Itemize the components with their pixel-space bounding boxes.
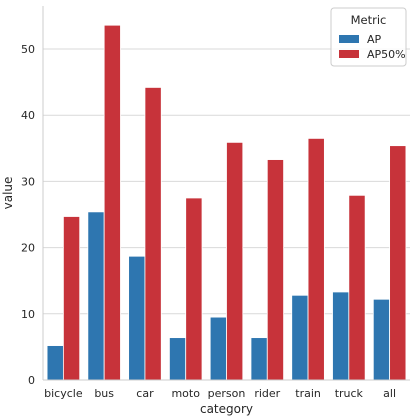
bar-ap50-bicycle: [62, 216, 81, 381]
y-tick-label: 50: [21, 43, 35, 56]
y-axis-title: value: [1, 177, 15, 210]
bar-ap-car: [128, 255, 146, 381]
legend-label: AP: [367, 33, 382, 46]
x-axis-title: category: [200, 402, 253, 416]
axes: [42, 6, 410, 381]
legend-title: Metric: [351, 13, 387, 27]
bar-ap50-person: [226, 141, 244, 381]
bar-ap-person: [209, 316, 227, 381]
y-tick-label: 20: [21, 242, 35, 255]
bar-ap50-car: [144, 87, 162, 381]
x-tick-label: train: [295, 387, 321, 400]
x-tick-label: all: [383, 387, 396, 400]
bar-ap-bus: [87, 211, 105, 381]
legend-label: AP50%: [367, 48, 406, 61]
bar-ap50-bus: [103, 24, 121, 381]
bars: [46, 24, 407, 381]
bar-ap-bicycle: [46, 345, 64, 381]
legend-items: AP AP50%: [339, 33, 406, 61]
x-tick-label: car: [136, 387, 154, 400]
legend-swatch-ap: [339, 35, 359, 43]
x-tick-label: bus: [94, 387, 114, 400]
legend-swatch-ap50: [339, 50, 359, 58]
y-tick-labels: 0 10 20 30 40 50: [21, 43, 35, 387]
bar-ap-truck: [332, 291, 350, 381]
bar-ap-moto: [169, 337, 187, 381]
y-tick-label: 40: [21, 109, 35, 122]
x-tick-label: person: [208, 387, 246, 400]
x-tick-label: truck: [335, 387, 364, 400]
x-tick-labels: bicycle bus car moto person rider train truck al…: [44, 387, 396, 400]
x-tick-label: moto: [171, 387, 200, 400]
y-tick-label: 30: [21, 175, 35, 188]
bar-ap50-truck: [348, 194, 366, 381]
y-tick-label: 0: [28, 374, 35, 387]
bar-ap-train: [291, 294, 309, 381]
x-tick-label: rider: [254, 387, 280, 400]
bar-ap50-rider: [266, 159, 284, 381]
y-tick-label: 10: [21, 308, 35, 321]
bar-ap50-train: [307, 137, 325, 381]
x-tick-label: bicycle: [44, 387, 83, 400]
bar-ap50-all: [389, 145, 407, 381]
legend: Metric AP AP50%: [330, 7, 407, 67]
bar-ap-all: [372, 298, 391, 381]
bar-ap-rider: [250, 337, 268, 381]
bar-ap50-moto: [185, 197, 203, 381]
